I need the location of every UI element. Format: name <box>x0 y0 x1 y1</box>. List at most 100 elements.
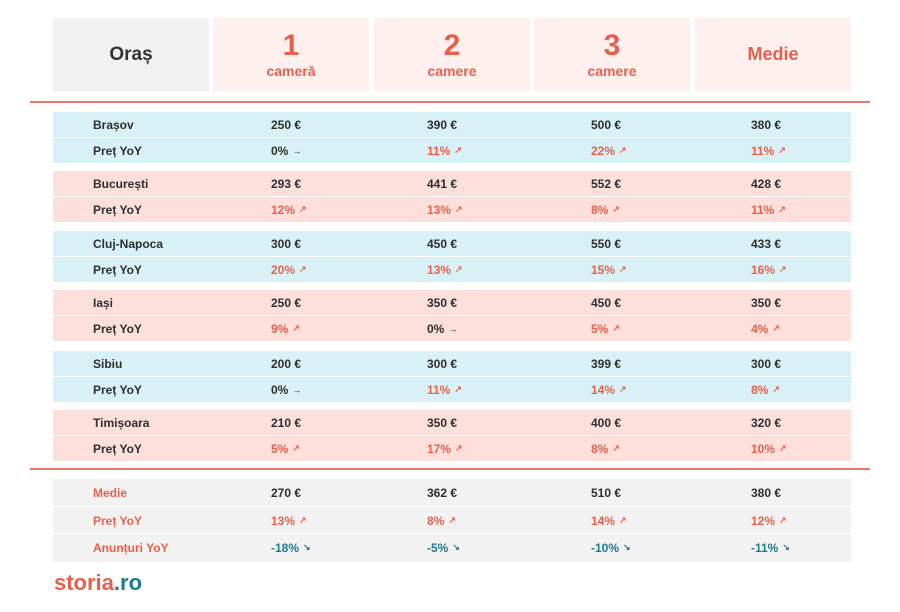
yoy-cell: 12% ↗ <box>271 197 307 222</box>
city-name: Iași <box>93 295 114 310</box>
city-band: Brașov 250 € 390 € 500 € 380 € Preț YoY 0% → 11%… <box>53 112 851 163</box>
storia-logo[interactable]: storia.ro <box>54 570 142 596</box>
price-cell: 350 € <box>427 295 458 310</box>
yoy-value: 15% <box>591 262 616 277</box>
yoy-cell: 13% ↗ <box>427 197 463 222</box>
yoy-cell: 5% ↗ <box>271 436 300 461</box>
yoy-cell: 11% ↗ <box>427 377 462 402</box>
city-price-row: Timișoara 210 € 350 € 400 € 320 € <box>53 410 851 435</box>
yoy-cell: 20% ↗ <box>271 257 307 282</box>
summary-yoy-3: 14% <box>591 513 616 528</box>
price-cell: 380 € <box>751 117 782 132</box>
price-cell: 428 € <box>751 176 782 191</box>
city-price-row: Cluj-Napoca 300 € 450 € 550 € 433 € <box>53 231 851 256</box>
yoy-cell: 16% ↗ <box>751 257 787 282</box>
yoy-value: 22% <box>591 143 616 158</box>
yoy-cell: 17% ↗ <box>427 436 463 461</box>
price-cell: 441 € <box>427 176 458 191</box>
price-cell: 390 € <box>427 117 458 132</box>
logo-part-2: .ro <box>113 570 143 595</box>
summary-label: Medie <box>93 485 128 500</box>
city-band: Cluj-Napoca 300 € 450 € 550 € 433 € Preț YoY 2… <box>53 231 851 282</box>
arrow-up-right-icon: ↗ <box>292 443 300 453</box>
yoy-value: 8% <box>591 441 609 456</box>
city-price-row: Brașov 250 € 390 € 500 € 380 € <box>53 112 851 137</box>
summary-yoy-label: Preț YoY <box>93 513 142 528</box>
header-col-3: 3 camere <box>534 18 690 91</box>
price-cell: 350 € <box>751 295 782 310</box>
arrow-up-right-icon: ↗ <box>778 145 786 155</box>
yoy-label: Preț YoY <box>93 202 142 217</box>
summary-listings-4: -11% <box>751 540 779 555</box>
yoy-cell: 8% ↗ <box>751 377 780 402</box>
yoy-cell: 5% ↗ <box>591 316 620 341</box>
summary-row-prices: Medie 270 € 362 € 510 € 380 € <box>53 479 851 506</box>
header-col-2: 2 camere <box>374 18 530 91</box>
city-price-row: Iași 250 € 350 € 450 € 350 € <box>53 290 851 315</box>
city-name: Sibiu <box>93 356 123 371</box>
summary-yoy-cell: 14% ↗ <box>591 507 627 534</box>
summary-listings-2: -5% <box>427 540 449 555</box>
arrow-right-icon: → <box>292 384 302 395</box>
city-band: Timișoara 210 €350 €400 €320 € Preț YoY 5% ↗… <box>53 410 851 461</box>
summary-listings-cell: -5% ↘ <box>427 534 460 561</box>
arrow-up-right-icon: ↗ <box>779 515 787 525</box>
city-name: Cluj-Napoca <box>93 236 164 251</box>
arrow-up-right-icon: ↗ <box>772 384 780 394</box>
arrow-up-right-icon: ↗ <box>612 443 620 453</box>
city-yoy-row: Preț YoY 0% → 11% ↗ 22% ↗ 11% ↗ <box>53 137 851 162</box>
summary-listings-label: Anunțuri YoY <box>93 540 169 555</box>
header-col-1-sub: cameră <box>266 62 316 79</box>
yoy-value: 8% <box>751 382 769 397</box>
price-cell: 300 € <box>427 356 458 371</box>
yoy-value: 16% <box>751 262 776 277</box>
summary-band: Medie 270 € 362 € 510 € 380 € Preț YoY 1… <box>53 479 851 562</box>
yoy-cell: 13% ↗ <box>427 257 463 282</box>
summary-yoy-4: 12% <box>751 513 776 528</box>
header-city-label: Oraș <box>109 43 153 65</box>
summary-listings-cell: -11% ↘ <box>751 534 790 561</box>
summary-row-yoy: Preț YoY 13% ↗ 8% ↗ 14% ↗ 12% ↗ <box>53 506 851 533</box>
yoy-label: Preț YoY <box>93 262 142 277</box>
summary-price-1: 270 € <box>271 485 302 500</box>
summary-listings-1: -18% <box>271 540 300 555</box>
yoy-value: 13% <box>427 202 452 217</box>
divider-top <box>30 101 870 103</box>
arrow-up-right-icon: ↗ <box>299 204 307 214</box>
yoy-value: 17% <box>427 441 452 456</box>
arrow-up-right-icon: ↗ <box>619 145 627 155</box>
yoy-value: 11% <box>751 202 775 217</box>
price-cell: 400 € <box>591 415 622 430</box>
summary-price-4: 380 € <box>751 485 782 500</box>
yoy-value: 12% <box>271 202 296 217</box>
city-band: Iași 250 €350 €450 €350 € Preț YoY 9% ↗ 0% → 5%… <box>53 290 851 341</box>
header-col-3-num: 3 <box>603 28 621 62</box>
arrow-up-right-icon: ↗ <box>619 264 627 274</box>
price-cell: 293 € <box>271 176 302 191</box>
yoy-value: 14% <box>591 382 616 397</box>
yoy-cell: 14% ↗ <box>591 377 627 402</box>
price-cell: 250 € <box>271 117 302 132</box>
logo-part-1: storia <box>54 570 114 595</box>
arrow-down-right-icon: ↘ <box>303 542 311 552</box>
yoy-label: Preț YoY <box>93 143 142 158</box>
price-cell: 450 € <box>427 236 458 251</box>
header-city: Oraș <box>53 18 209 91</box>
summary-yoy-cell: 12% ↗ <box>751 507 787 534</box>
price-cell: 450 € <box>591 295 622 310</box>
yoy-cell: 10% ↗ <box>751 436 787 461</box>
yoy-value: 4% <box>751 321 769 336</box>
arrow-right-icon: → <box>292 145 302 156</box>
arrow-up-right-icon: ↗ <box>455 264 463 274</box>
price-cell: 433 € <box>751 236 782 251</box>
summary-yoy-cell: 13% ↗ <box>271 507 307 534</box>
arrow-down-right-icon: ↘ <box>782 542 790 552</box>
city-name: București <box>93 176 149 191</box>
header-col-4-label: Medie <box>747 44 799 64</box>
header-col-1-num: 1 <box>282 28 300 62</box>
arrow-up-right-icon: ↗ <box>454 384 462 394</box>
yoy-value: 8% <box>591 202 609 217</box>
yoy-value: 0% <box>271 143 289 158</box>
yoy-cell: 11% ↗ <box>751 197 786 222</box>
city-price-row: București 293 € 441 € 552 € 428 € <box>53 171 851 196</box>
